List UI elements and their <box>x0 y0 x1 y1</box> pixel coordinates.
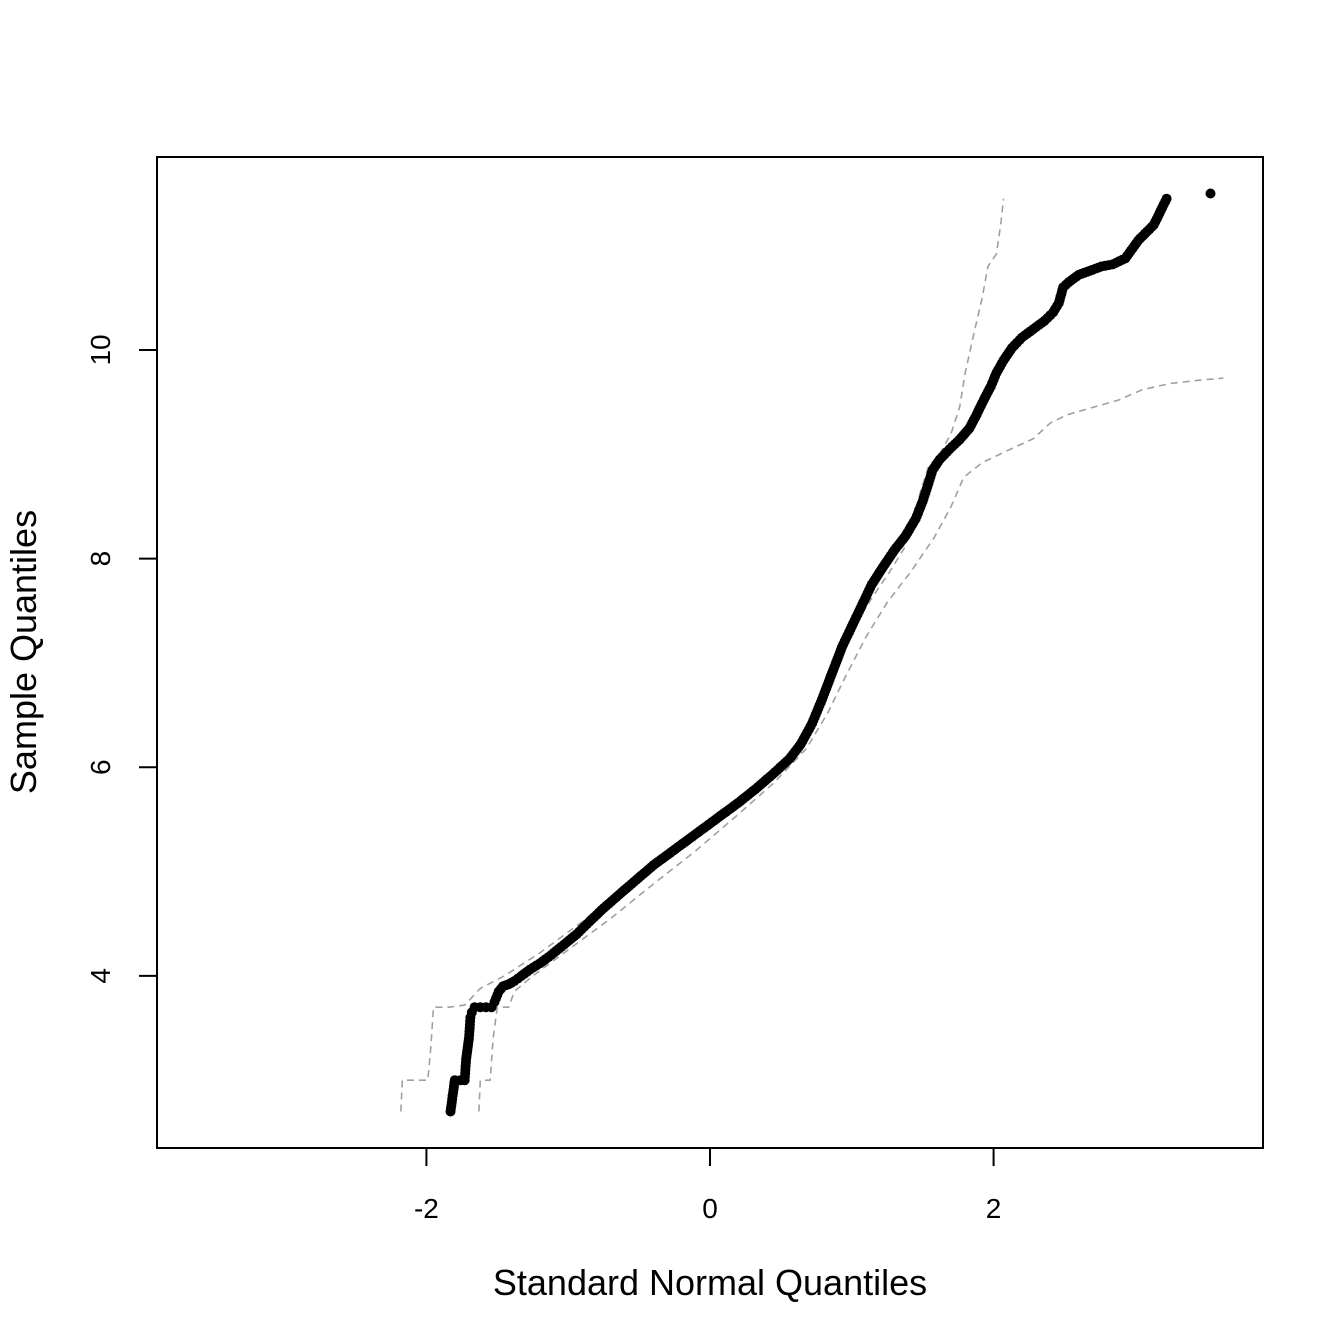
x-tick-label: 2 <box>986 1193 1002 1224</box>
y-tick-label: 6 <box>85 759 116 775</box>
x-axis: -2 0 2 <box>414 1148 1001 1224</box>
y-tick-label: 8 <box>85 551 116 567</box>
data-point <box>1205 188 1216 199</box>
data-point <box>1161 193 1172 204</box>
y-tick-label: 10 <box>85 334 116 365</box>
x-axis-label: Standard Normal Quantiles <box>493 1262 927 1303</box>
y-axis: 4 6 8 10 <box>85 334 157 984</box>
x-tick-label: -2 <box>414 1193 439 1224</box>
envelope-upper-line <box>400 198 1005 1112</box>
y-tick-label: 4 <box>85 968 116 984</box>
x-tick-label: 0 <box>702 1193 718 1224</box>
y-axis-label: Sample Quantiles <box>3 510 44 794</box>
plot-frame <box>156 156 1264 1149</box>
envelope-lower-line <box>478 377 1224 1112</box>
data-points <box>445 188 1216 1117</box>
